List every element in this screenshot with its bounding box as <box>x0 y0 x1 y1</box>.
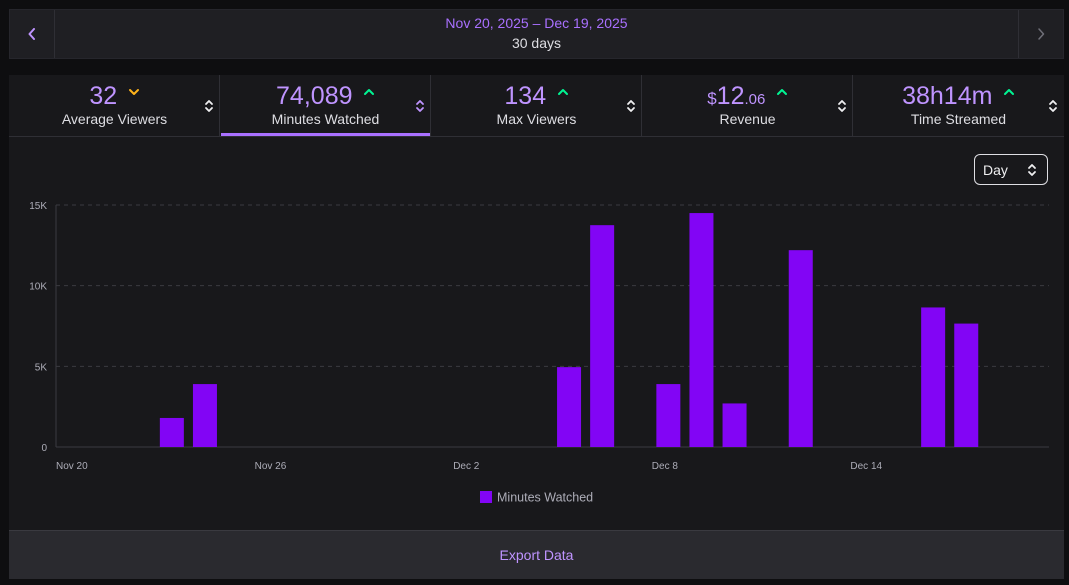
chevron-right-icon <box>1038 28 1045 40</box>
x-tick-label: Nov 20 <box>56 461 88 472</box>
previous-period-button[interactable] <box>10 10 55 58</box>
sort-icon[interactable] <box>415 99 425 113</box>
revenue-whole: 12 <box>716 82 745 110</box>
metric-label: Max Viewers <box>496 111 577 127</box>
bar <box>921 307 946 447</box>
metric-value: 134 <box>504 82 547 110</box>
tab-minutes-watched[interactable]: 74,089 Minutes Watched <box>220 75 431 136</box>
minutes-watched-chart: 0 5K 10K 15K Nov 20 Nov 26 Dec 2 Dec 8 Dec 14 Min… <box>29 201 1049 505</box>
y-tick-label: 0 <box>41 443 47 454</box>
tab-time-streamed[interactable]: 38h14m Time Streamed <box>853 75 1064 136</box>
y-tick-label: 10K <box>29 282 47 293</box>
sort-icon[interactable] <box>204 99 214 113</box>
chevron-left-icon <box>28 28 35 40</box>
date-range-bar: Nov 20, 2025 – Dec 19, 2025 30 days <box>9 9 1064 59</box>
sort-icon[interactable] <box>837 99 847 113</box>
currency-symbol: $ <box>707 89 717 108</box>
select-arrows-icon <box>1028 164 1036 176</box>
bar <box>722 403 747 447</box>
date-range-display[interactable]: Nov 20, 2025 – Dec 19, 2025 30 days <box>54 14 1019 52</box>
trend-up-icon <box>776 89 787 95</box>
y-tick-label: 5K <box>35 362 48 373</box>
x-tick-label: Dec 8 <box>652 461 679 472</box>
export-data-button[interactable]: Export Data <box>9 530 1064 579</box>
sort-icon[interactable] <box>1048 99 1058 113</box>
metric-value: 32 <box>89 82 118 110</box>
stats-panel: 32 Average Viewers 74,089 Minutes Watche… <box>9 75 1064 579</box>
interval-select-value: Day <box>983 162 1008 178</box>
metric-label: Average Viewers <box>61 111 168 127</box>
metric-label: Revenue <box>719 111 776 127</box>
bar <box>557 367 582 447</box>
tab-average-viewers[interactable]: 32 Average Viewers <box>9 75 220 136</box>
tab-max-viewers[interactable]: 134 Max Viewers <box>431 75 642 136</box>
bar <box>689 213 714 447</box>
next-period-button[interactable] <box>1018 10 1063 58</box>
trend-down-icon <box>128 89 139 95</box>
trend-up-icon <box>1003 89 1014 95</box>
date-days-text: 30 days <box>511 35 562 51</box>
trend-up-icon <box>557 89 568 95</box>
metric-label: Time Streamed <box>910 111 1007 127</box>
bar <box>656 384 681 447</box>
interval-select[interactable]: Day <box>974 154 1048 185</box>
active-tab-indicator <box>221 133 430 136</box>
x-tick-label: Dec 2 <box>453 461 480 472</box>
x-tick-label: Nov 26 <box>255 461 287 472</box>
bar <box>954 323 979 447</box>
date-range-text: Nov 20, 2025 – Dec 19, 2025 <box>445 15 628 31</box>
metric-value: $12.06 <box>707 82 765 110</box>
metric-value: 74,089 <box>276 82 353 110</box>
metric-label: Minutes Watched <box>271 111 380 127</box>
sort-icon[interactable] <box>626 99 636 113</box>
x-tick-label: Dec 14 <box>850 461 882 472</box>
legend-swatch <box>480 491 492 503</box>
metric-tabs: 32 Average Viewers 74,089 Minutes Watche… <box>9 75 1064 137</box>
bar <box>788 250 813 447</box>
export-data-label: Export Data <box>499 547 574 563</box>
bar <box>590 225 615 447</box>
metric-value: 38h14m <box>902 82 993 110</box>
revenue-cents: .06 <box>744 91 766 108</box>
bar <box>192 384 217 447</box>
legend-label: Minutes Watched <box>497 491 593 505</box>
tab-revenue[interactable]: $12.06 Revenue <box>642 75 853 136</box>
y-tick-label: 15K <box>29 201 47 212</box>
bar <box>159 417 184 447</box>
trend-up-icon <box>363 89 374 95</box>
